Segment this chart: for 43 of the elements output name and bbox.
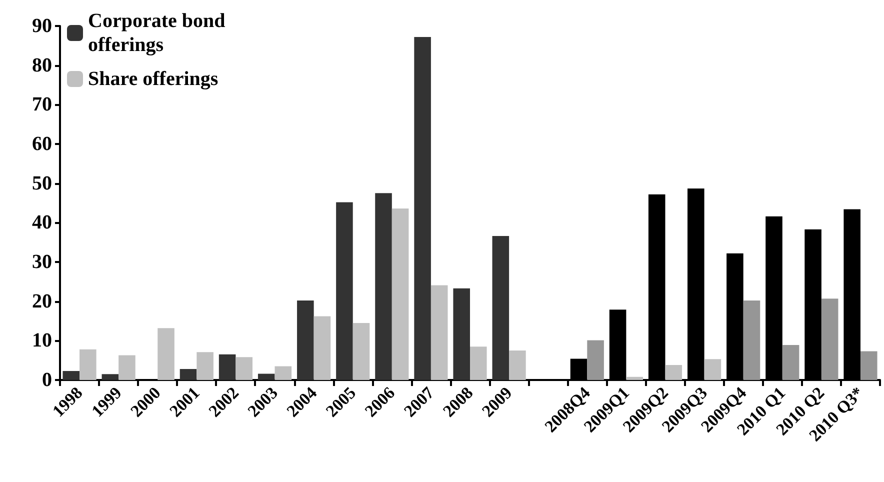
- y-tick-label: 20: [32, 290, 52, 312]
- bar: [430, 285, 448, 380]
- bar: [392, 208, 409, 380]
- bar: [414, 37, 431, 380]
- bar: [102, 374, 119, 380]
- bar: [626, 376, 643, 380]
- bar: [375, 193, 392, 380]
- bar: [470, 346, 487, 380]
- y-tick-label: 40: [32, 212, 52, 234]
- bar: [821, 298, 838, 380]
- bar: [218, 354, 236, 380]
- y-tick-label: 70: [32, 94, 52, 116]
- bar: [704, 359, 722, 380]
- bar: [860, 351, 878, 380]
- bar: [274, 366, 292, 380]
- bar: [236, 357, 253, 380]
- bar: [492, 236, 510, 380]
- bar: [158, 328, 174, 380]
- bar: [297, 300, 314, 380]
- y-tick-label: 10: [32, 330, 52, 352]
- bar: [453, 288, 470, 380]
- bar: [180, 368, 197, 380]
- bar: [587, 340, 604, 380]
- bar: [314, 316, 331, 380]
- bar: [665, 365, 682, 380]
- bar: [336, 202, 353, 380]
- bar: [782, 344, 800, 380]
- y-tick-label: 30: [32, 251, 52, 273]
- y-tick-label: 0: [42, 369, 52, 391]
- bar: [509, 350, 526, 380]
- bar: [196, 352, 214, 380]
- bar: [118, 355, 136, 380]
- y-tick-label: 80: [32, 54, 52, 76]
- legend-label: Corporate bond offerings: [88, 10, 230, 56]
- bar: [80, 349, 96, 380]
- bar: [62, 370, 80, 380]
- bar: [258, 374, 275, 380]
- legend-label: Share offerings: [88, 68, 218, 90]
- y-tick-label: 60: [32, 133, 52, 155]
- y-tick-label: 90: [32, 15, 52, 37]
- bar: [743, 300, 760, 380]
- bar: [352, 322, 370, 380]
- y-tick-label: 50: [32, 172, 52, 194]
